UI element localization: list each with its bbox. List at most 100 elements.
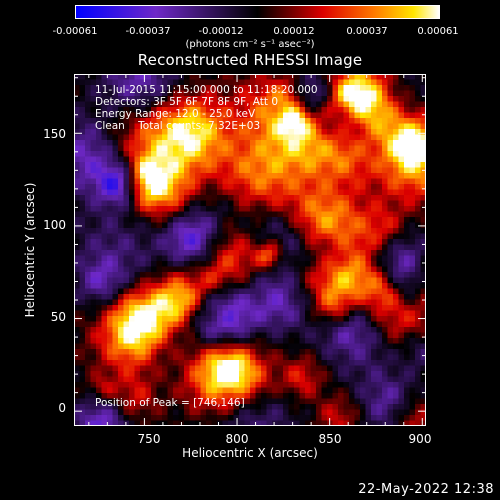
heatmap-cell (310, 134, 317, 141)
heatmap-cell (272, 173, 278, 179)
heatmap-cell (266, 255, 273, 262)
heatmap-cell (79, 217, 86, 223)
heatmap-cell (178, 79, 185, 86)
heatmap-cell (233, 277, 240, 284)
heatmap-cell (173, 360, 179, 366)
heatmap-cell (332, 151, 339, 157)
heatmap-cell (376, 365, 383, 372)
heatmap-cell (272, 398, 278, 405)
heatmap-cell (96, 239, 102, 245)
heatmap-cell (239, 343, 245, 350)
heatmap-cell (206, 255, 212, 262)
heatmap-cell (96, 382, 102, 388)
heatmap-cell (228, 382, 234, 388)
heatmap-cell (112, 420, 119, 426)
heatmap-cell (365, 294, 372, 300)
heatmap-cell (184, 283, 190, 289)
heatmap-cell (398, 200, 405, 207)
heatmap-cell (272, 79, 278, 86)
heatmap-cell (283, 189, 289, 196)
heatmap-cell (233, 393, 240, 399)
heatmap-cell (233, 85, 240, 91)
heatmap-cell (299, 107, 306, 113)
heatmap-cell (277, 332, 284, 339)
heatmap-cell (90, 404, 97, 410)
heatmap-cell (310, 178, 317, 185)
heatmap-cell (173, 371, 179, 377)
heatmap-cell (112, 156, 119, 163)
heatmap-cell (332, 310, 339, 317)
heatmap-cell (151, 134, 157, 141)
heatmap-cell (129, 360, 135, 366)
heatmap-cell (404, 107, 410, 113)
heatmap-cell (310, 90, 317, 97)
heatmap-cell (239, 85, 245, 91)
heatmap-cell (211, 371, 218, 377)
heatmap-cell (261, 365, 267, 372)
heatmap-cell (299, 294, 306, 300)
heatmap-cell (134, 365, 141, 372)
heatmap-cell (228, 167, 234, 174)
heatmap-cell (140, 178, 146, 185)
heatmap-cell (371, 74, 377, 80)
heatmap-cell (244, 123, 251, 130)
heatmap-cell (217, 178, 223, 185)
heatmap-cell (376, 107, 383, 113)
heatmap-cell (360, 420, 366, 426)
heatmap-cell (354, 404, 361, 410)
heatmap-cell (266, 250, 273, 256)
heatmap-cell (255, 360, 262, 366)
heatmap-cell (134, 156, 141, 163)
heatmap-cell (255, 382, 262, 388)
heatmap-cell (404, 316, 410, 322)
heatmap-cell (305, 261, 311, 267)
heatmap-cell (140, 360, 146, 366)
heatmap-cell (129, 343, 135, 350)
heatmap-cell (134, 305, 141, 311)
heatmap-cell (156, 360, 163, 366)
heatmap-cell (107, 316, 113, 322)
heatmap-cell (305, 123, 311, 130)
heatmap-cell (288, 239, 295, 245)
heatmap-cell (233, 272, 240, 278)
heatmap-cell (79, 365, 86, 372)
heatmap-cell (206, 140, 212, 146)
heatmap-cell (387, 349, 394, 355)
heatmap-cell (393, 349, 399, 355)
heatmap-cell (233, 398, 240, 405)
heatmap-cell (277, 354, 284, 361)
heatmap-cell (118, 118, 124, 124)
heatmap-cell (79, 233, 86, 240)
heatmap-cell (409, 387, 416, 394)
heatmap-cell (382, 365, 388, 372)
heatmap-cell (266, 206, 273, 212)
heatmap-cell (398, 404, 405, 410)
heatmap-cell (173, 382, 179, 388)
heatmap-cell (101, 90, 108, 97)
heatmap-cell (250, 96, 256, 102)
heatmap-cell (206, 387, 212, 394)
heatmap-cell (299, 250, 306, 256)
heatmap-cell (112, 365, 119, 372)
heatmap-cell (217, 85, 223, 91)
heatmap-cell (415, 178, 421, 185)
heatmap-cell (90, 321, 97, 328)
heatmap-cell (156, 151, 163, 157)
heatmap-cell (222, 145, 229, 152)
heatmap-cell (173, 173, 179, 179)
heatmap-cell (354, 343, 361, 350)
heatmap-cell (79, 211, 86, 218)
heatmap-cell (162, 398, 168, 405)
heatmap-cell (310, 294, 317, 300)
heatmap-cell (277, 74, 284, 80)
heatmap-cell (217, 382, 223, 388)
heatmap-cell (96, 332, 102, 339)
heatmap-cell (250, 162, 256, 168)
heatmap-cell (393, 222, 399, 229)
heatmap-cell (321, 255, 328, 262)
heatmap-cell (101, 151, 108, 157)
heatmap-cell (156, 129, 163, 135)
heatmap-cell (371, 239, 377, 245)
heatmap-cell (255, 118, 262, 124)
heatmap-cell (74, 239, 80, 245)
